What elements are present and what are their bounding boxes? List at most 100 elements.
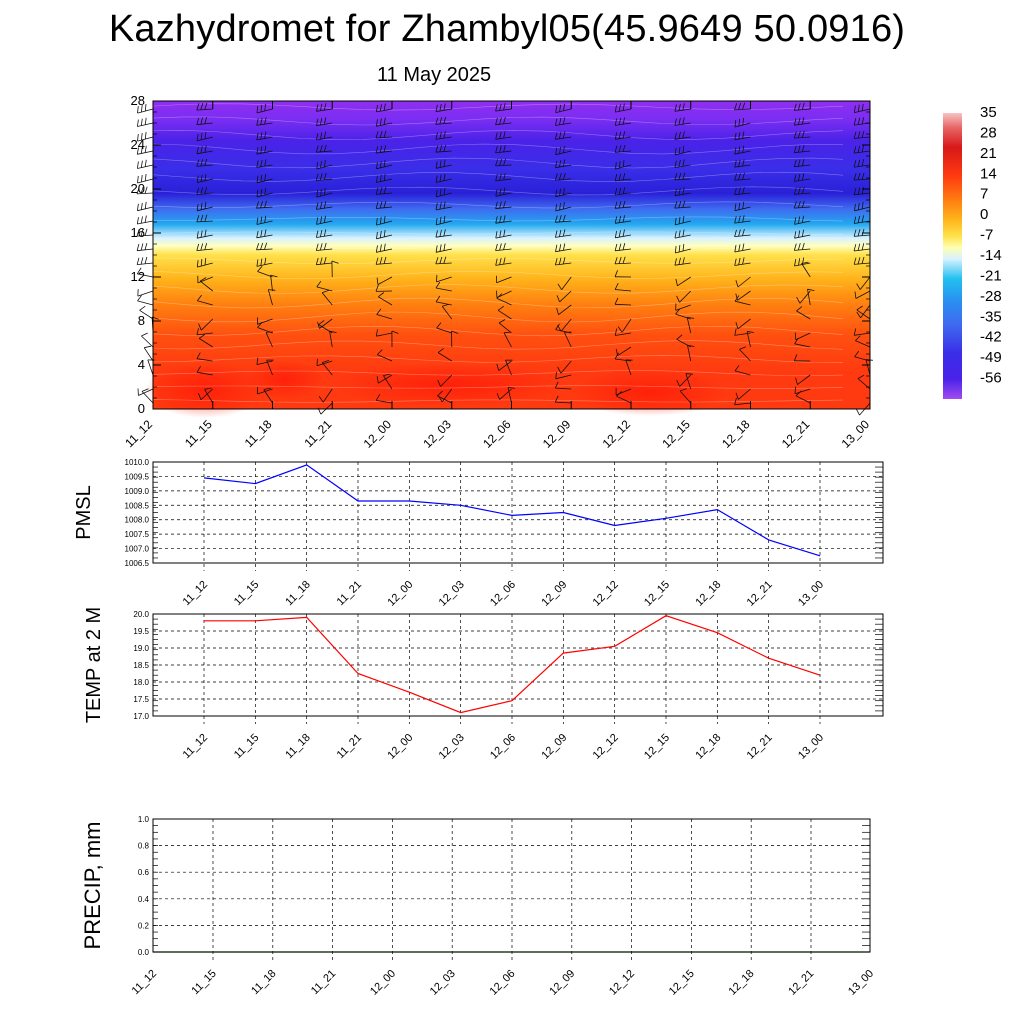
- wind-barb: [437, 374, 453, 387]
- pmsl-xtick-label: 12_18: [693, 579, 723, 609]
- wind-barb: [735, 318, 751, 330]
- wind-barb: [136, 242, 154, 252]
- wind-barb: [316, 160, 333, 170]
- colorbar-label: -49: [980, 349, 1002, 366]
- wind-barb: [555, 187, 572, 198]
- wind-barb: [614, 144, 632, 153]
- wind-barb: [734, 365, 751, 376]
- contour-line: [152, 231, 844, 235]
- precip-ytick-label: 1.0: [138, 815, 150, 824]
- wind-barb: [495, 158, 512, 167]
- wind-barb: [734, 295, 751, 306]
- wind-barb: [435, 281, 452, 292]
- heatmap-xtick-label: 11_12: [122, 417, 155, 450]
- wind-barb: [807, 288, 815, 306]
- wind-barb: [376, 308, 393, 320]
- temp-xtick-label: 12_09: [539, 732, 569, 762]
- wind-barb: [375, 117, 393, 127]
- colorbar-label: 0: [980, 206, 988, 223]
- wind-barb: [853, 228, 871, 237]
- wind-barb: [675, 308, 691, 320]
- wind-barb: [375, 243, 393, 253]
- wind-barb: [614, 352, 632, 362]
- wind-barb: [679, 388, 692, 404]
- wind-barb: [196, 328, 213, 336]
- wind-barb: [795, 374, 811, 385]
- wind-barb: [854, 201, 871, 212]
- heatmap-xtick-label: 11_21: [302, 417, 335, 450]
- wind-barb: [554, 381, 572, 390]
- wind-barb: [435, 173, 452, 183]
- wind-barb: [674, 131, 691, 140]
- temp-xtick-label: 12_03: [437, 732, 467, 762]
- heatmap-xtick-label: 11_18: [242, 417, 275, 450]
- wind-barb: [555, 103, 572, 113]
- wind-barb: [196, 352, 213, 362]
- contour-line: [152, 129, 844, 140]
- wind-barb: [136, 145, 154, 155]
- pmsl-xtick-label: 11_18: [283, 579, 313, 609]
- pmsl-frame: [152, 461, 884, 564]
- temp-xtick-label: 11_15: [232, 732, 262, 762]
- wind-barb: [794, 337, 811, 348]
- contour-line: [152, 325, 844, 337]
- wind-barb: [196, 258, 213, 268]
- wind-barb: [734, 243, 751, 253]
- wind-barb: [199, 277, 213, 292]
- wind-barb: [198, 333, 213, 348]
- wind-barb: [674, 117, 691, 126]
- wind-barb: [375, 145, 393, 154]
- pmsl-xtick-label: 12_00: [385, 579, 415, 609]
- wind-barb: [197, 275, 213, 284]
- wind-barb: [675, 276, 691, 287]
- wind-barb: [196, 366, 213, 376]
- colorbar: [943, 113, 962, 399]
- wind-barb: [137, 201, 154, 212]
- wind-barb: [687, 344, 695, 362]
- wind-barb: [555, 159, 572, 169]
- wind-barb: [198, 318, 214, 331]
- wind-barb: [614, 173, 632, 182]
- wind-barb: [734, 118, 751, 128]
- wind-barb: [376, 216, 393, 226]
- heatmap-xtick-label: 12_06: [480, 417, 514, 451]
- wind-barb: [315, 144, 333, 153]
- wind-barb: [853, 159, 871, 168]
- wind-barb: [495, 187, 512, 197]
- wind-barb: [435, 131, 452, 140]
- heatmap-ytick-label: 20: [131, 181, 145, 196]
- contour-line: [152, 355, 844, 363]
- wind-barb: [441, 303, 453, 320]
- contour-line: [152, 171, 844, 182]
- wind-barb: [196, 186, 213, 195]
- temp-xtick-label: 12_12: [591, 732, 621, 762]
- wind-barb: [734, 186, 751, 196]
- wind-barb: [495, 131, 512, 140]
- temp-xtick-label: 11_18: [283, 732, 313, 762]
- wind-barb: [270, 274, 278, 292]
- heatmap-xtick-label: 12_21: [779, 417, 813, 451]
- wind-barb: [855, 335, 871, 348]
- precip-ytick-label: 0.4: [138, 895, 150, 904]
- precip-xtick-label: 11_18: [249, 968, 279, 998]
- temp-frame: [152, 613, 884, 717]
- wind-barb: [554, 395, 572, 404]
- wind-barb: [256, 357, 273, 365]
- temp-ylabel: TEMP at 2 M: [83, 607, 105, 723]
- wind-barb: [267, 289, 276, 306]
- precip-ytick-label: 0.2: [138, 921, 150, 930]
- wind-barb: [625, 359, 633, 376]
- wind-barb: [495, 257, 512, 266]
- precip-xtick-label: 12_03: [428, 968, 458, 998]
- pmsl-xtick-label: 11_15: [232, 579, 262, 609]
- heatmap-xtick-label: 12_00: [361, 417, 395, 451]
- wind-barb: [436, 322, 452, 334]
- heatmap-xtick-label: 12_18: [719, 417, 753, 451]
- warm-core-3: [245, 360, 325, 400]
- wind-barb: [746, 331, 755, 348]
- wind-barb: [196, 102, 213, 111]
- wind-barb: [615, 160, 632, 170]
- wind-barb: [734, 172, 751, 181]
- wind-barb: [793, 200, 811, 209]
